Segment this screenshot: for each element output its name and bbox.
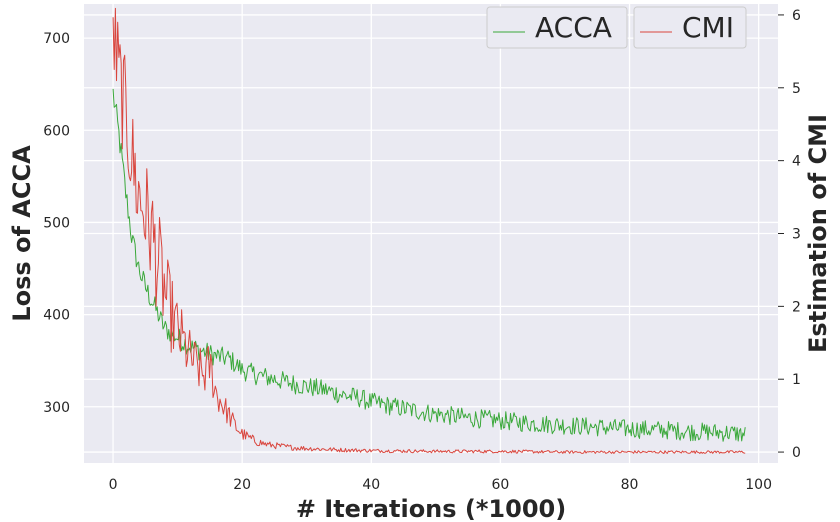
x-tick-label: 0 [109, 477, 118, 493]
legend-entry-box [486, 6, 628, 49]
y-axis-right-title: Estimation of CMI [804, 114, 832, 353]
y-axis-left-title: Loss of ACCA [8, 145, 36, 322]
series-layer [112, 7, 746, 454]
y-right-tick-label: 1 [792, 372, 801, 388]
x-tick-label: 100 [745, 477, 772, 493]
series-line-acca [112, 88, 746, 442]
x-axis-title: # Iterations (*1000) [296, 495, 566, 522]
y-right-tick-label: 3 [792, 227, 801, 243]
legend: ACCA CMI [486, 6, 747, 49]
y-right-tick-label: 0 [792, 445, 801, 461]
x-tick-label: 40 [362, 477, 380, 493]
y-left-tick-label: 400 [43, 308, 70, 324]
legend-label-cmi: CMI [682, 11, 734, 44]
y-right-tick-label: 5 [792, 81, 801, 97]
x-tick-label: 60 [491, 477, 509, 493]
y-left-tick-label: 500 [43, 215, 70, 231]
y-right-tick-label: 6 [792, 8, 801, 24]
y-left-tick-label: 700 [43, 31, 70, 47]
y-left-tick-label: 300 [43, 400, 70, 416]
x-tick-label: 80 [621, 477, 639, 493]
x-tick-label: 20 [233, 477, 251, 493]
y-right-tick-label: 2 [792, 299, 801, 315]
y-right-tick-label: 4 [792, 154, 801, 170]
legend-label-acca: ACCA [535, 11, 612, 44]
series-line-cmi [112, 7, 746, 454]
legend-entry-box [633, 6, 747, 49]
y-left-tick-label: 600 [43, 123, 70, 139]
tick-labels: 0 20 40 60 80 100 300 400 500 600 700 0 1 2 3 4 5 6 [43, 8, 801, 493]
